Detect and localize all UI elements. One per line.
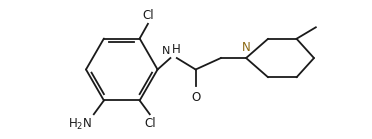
Text: N: N [161, 46, 170, 56]
Text: H$_2$N: H$_2$N [68, 116, 92, 132]
Text: Cl: Cl [144, 116, 156, 130]
Text: O: O [191, 91, 200, 104]
Text: N: N [242, 41, 251, 54]
Text: H: H [172, 43, 181, 56]
Text: Cl: Cl [142, 9, 154, 22]
